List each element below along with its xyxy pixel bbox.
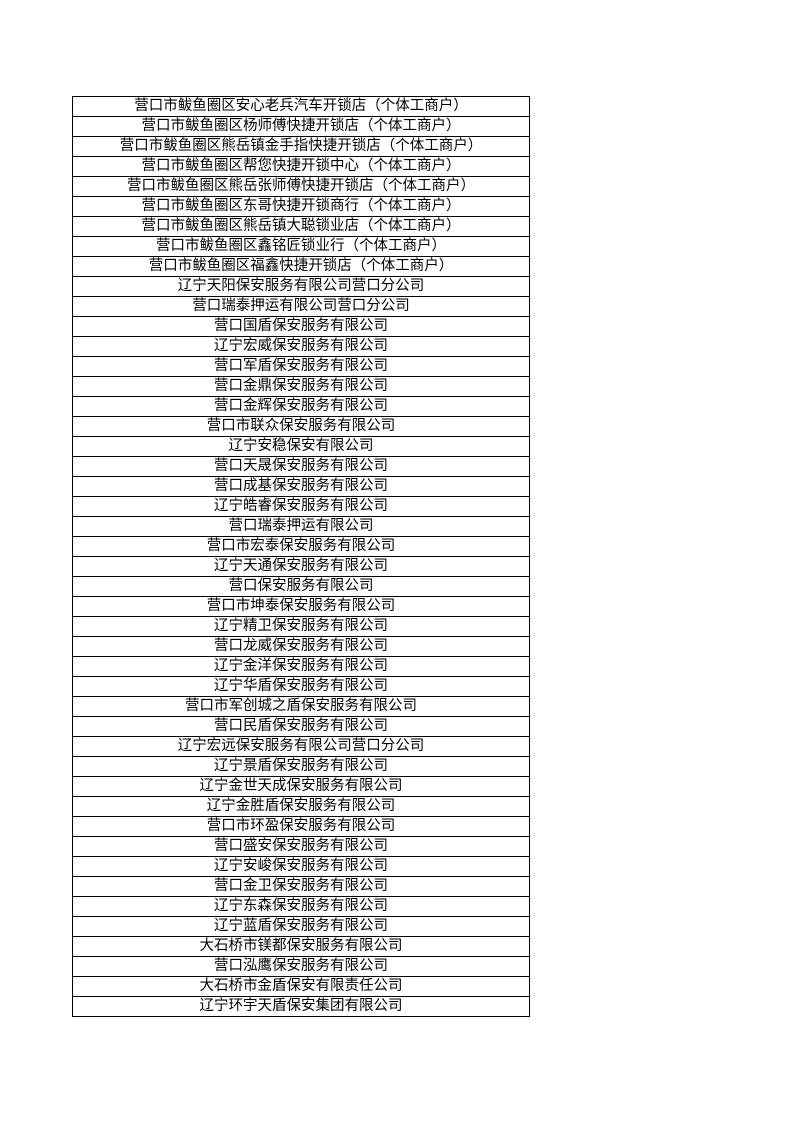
company-name-cell: 辽宁精卫保安服务有限公司	[72, 616, 530, 637]
table-row: 营口市联众保安服务有限公司	[72, 416, 530, 437]
table-row: 营口市鲅鱼圈区熊岳张师傅快捷开锁店（个体工商户）	[72, 176, 530, 197]
company-name-cell: 营口金鼎保安服务有限公司	[72, 376, 530, 397]
table-row: 营口盛安保安服务有限公司	[72, 836, 530, 857]
company-name-cell: 营口市鲅鱼圈区杨师傅快捷开锁店（个体工商户）	[72, 116, 530, 137]
table-row: 营口市坤泰保安服务有限公司	[72, 596, 530, 617]
table-row: 营口天晟保安服务有限公司	[72, 456, 530, 477]
company-name-cell: 营口市鲅鱼圈区帮您快捷开锁中心（个体工商户）	[72, 156, 530, 177]
table-row: 营口军盾保安服务有限公司	[72, 356, 530, 377]
company-name-cell: 辽宁东森保安服务有限公司	[72, 896, 530, 917]
table-row: 营口市鲅鱼圈区东哥快捷开锁商行（个体工商户）	[72, 196, 530, 217]
table-row: 营口市鲅鱼圈区熊岳镇大聪锁业店（个体工商户）	[72, 216, 530, 237]
table-row: 大石桥市金盾保安有限责任公司	[72, 976, 530, 997]
table-row: 营口龙威保安服务有限公司	[72, 636, 530, 657]
company-name-cell: 辽宁宏威保安服务有限公司	[72, 336, 530, 357]
company-name-cell: 营口市鲅鱼圈区东哥快捷开锁商行（个体工商户）	[72, 196, 530, 217]
company-name-cell: 辽宁皓睿保安服务有限公司	[72, 496, 530, 517]
company-name-cell: 营口民盾保安服务有限公司	[72, 716, 530, 737]
table-row: 大石桥市镁都保安服务有限公司	[72, 936, 530, 957]
table-row: 营口金辉保安服务有限公司	[72, 396, 530, 417]
table-row: 营口市鲅鱼圈区熊岳镇金手指快捷开锁店（个体工商户）	[72, 136, 530, 157]
table-row: 营口保安服务有限公司	[72, 576, 530, 597]
table-row: 营口市鲅鱼圈区杨师傅快捷开锁店（个体工商户）	[72, 116, 530, 137]
table-row: 营口民盾保安服务有限公司	[72, 716, 530, 737]
company-name-cell: 营口市鲅鱼圈区熊岳镇大聪锁业店（个体工商户）	[72, 216, 530, 237]
table-row: 辽宁宏威保安服务有限公司	[72, 336, 530, 357]
table-row: 营口金卫保安服务有限公司	[72, 876, 530, 897]
company-name-cell: 营口金辉保安服务有限公司	[72, 396, 530, 417]
company-name-cell: 营口盛安保安服务有限公司	[72, 836, 530, 857]
table-row: 辽宁东森保安服务有限公司	[72, 896, 530, 917]
company-name-cell: 营口天晟保安服务有限公司	[72, 456, 530, 477]
table-row: 辽宁天阳保安服务有限公司营口分公司	[72, 276, 530, 297]
table-row: 营口市鲅鱼圈区帮您快捷开锁中心（个体工商户）	[72, 156, 530, 177]
company-name-cell: 辽宁宏远保安服务有限公司营口分公司	[72, 736, 530, 757]
company-name-cell: 辽宁景盾保安服务有限公司	[72, 756, 530, 777]
company-table: 营口市鲅鱼圈区安心老兵汽车开锁店（个体工商户） 营口市鲅鱼圈区杨师傅快捷开锁店（个…	[72, 96, 530, 1017]
table-row: 辽宁精卫保安服务有限公司	[72, 616, 530, 637]
table-row: 营口市军创城之盾保安服务有限公司	[72, 696, 530, 717]
company-name-cell: 营口龙威保安服务有限公司	[72, 636, 530, 657]
table-row: 辽宁宏远保安服务有限公司营口分公司	[72, 736, 530, 757]
table-row: 辽宁安峻保安服务有限公司	[72, 856, 530, 877]
company-name-cell: 营口金卫保安服务有限公司	[72, 876, 530, 897]
company-name-cell: 辽宁金洋保安服务有限公司	[72, 656, 530, 677]
table-row: 辽宁金洋保安服务有限公司	[72, 656, 530, 677]
company-name-cell: 辽宁安峻保安服务有限公司	[72, 856, 530, 877]
company-name-cell: 辽宁华盾保安服务有限公司	[72, 676, 530, 697]
table-row: 营口市宏泰保安服务有限公司	[72, 536, 530, 557]
company-name-cell: 营口瑞泰押运有限公司营口分公司	[72, 296, 530, 317]
company-name-cell: 辽宁环宇天盾保安集团有限公司	[72, 996, 530, 1017]
table-row: 辽宁金世天成保安服务有限公司	[72, 776, 530, 797]
company-name-cell: 营口保安服务有限公司	[72, 576, 530, 597]
table-row: 辽宁安稳保安有限公司	[72, 436, 530, 457]
table-row: 辽宁皓睿保安服务有限公司	[72, 496, 530, 517]
company-name-cell: 营口市军创城之盾保安服务有限公司	[72, 696, 530, 717]
table-row: 营口瑞泰押运有限公司营口分公司	[72, 296, 530, 317]
table-row: 营口金鼎保安服务有限公司	[72, 376, 530, 397]
table-row: 营口市鲅鱼圈区鑫铭匠锁业行（个体工商户）	[72, 236, 530, 257]
company-name-cell: 营口市鲅鱼圈区福鑫快捷开锁店（个体工商户）	[72, 256, 530, 277]
table-row: 辽宁金胜盾保安服务有限公司	[72, 796, 530, 817]
company-name-cell: 营口军盾保安服务有限公司	[72, 356, 530, 377]
table-row: 营口市鲅鱼圈区安心老兵汽车开锁店（个体工商户）	[72, 96, 530, 117]
company-name-cell: 辽宁天通保安服务有限公司	[72, 556, 530, 577]
table-row: 辽宁景盾保安服务有限公司	[72, 756, 530, 777]
table-row: 辽宁环宇天盾保安集团有限公司	[72, 996, 530, 1017]
company-name-cell: 营口成基保安服务有限公司	[72, 476, 530, 497]
company-name-cell: 营口泓鹰保安服务有限公司	[72, 956, 530, 977]
company-name-cell: 大石桥市镁都保安服务有限公司	[72, 936, 530, 957]
company-name-cell: 营口市宏泰保安服务有限公司	[72, 536, 530, 557]
table-row: 辽宁蓝盾保安服务有限公司	[72, 916, 530, 937]
table-row: 营口国盾保安服务有限公司	[72, 316, 530, 337]
company-name-cell: 营口国盾保安服务有限公司	[72, 316, 530, 337]
company-name-cell: 营口瑞泰押运有限公司	[72, 516, 530, 537]
company-name-cell: 营口市鲅鱼圈区安心老兵汽车开锁店（个体工商户）	[72, 96, 530, 117]
company-name-cell: 营口市环盈保安服务有限公司	[72, 816, 530, 837]
table-row: 营口成基保安服务有限公司	[72, 476, 530, 497]
company-name-cell: 辽宁天阳保安服务有限公司营口分公司	[72, 276, 530, 297]
company-name-cell: 营口市联众保安服务有限公司	[72, 416, 530, 437]
company-name-cell: 营口市鲅鱼圈区熊岳张师傅快捷开锁店（个体工商户）	[72, 176, 530, 197]
company-name-cell: 大石桥市金盾保安有限责任公司	[72, 976, 530, 997]
table-row: 营口瑞泰押运有限公司	[72, 516, 530, 537]
table-row: 辽宁华盾保安服务有限公司	[72, 676, 530, 697]
company-name-cell: 营口市鲅鱼圈区熊岳镇金手指快捷开锁店（个体工商户）	[72, 136, 530, 157]
company-name-cell: 辽宁蓝盾保安服务有限公司	[72, 916, 530, 937]
company-name-cell: 辽宁安稳保安有限公司	[72, 436, 530, 457]
table-row: 营口市环盈保安服务有限公司	[72, 816, 530, 837]
company-name-cell: 辽宁金世天成保安服务有限公司	[72, 776, 530, 797]
company-name-cell: 营口市坤泰保安服务有限公司	[72, 596, 530, 617]
company-name-cell: 营口市鲅鱼圈区鑫铭匠锁业行（个体工商户）	[72, 236, 530, 257]
company-name-cell: 辽宁金胜盾保安服务有限公司	[72, 796, 530, 817]
table-row: 营口市鲅鱼圈区福鑫快捷开锁店（个体工商户）	[72, 256, 530, 277]
table-row: 辽宁天通保安服务有限公司	[72, 556, 530, 577]
table-row: 营口泓鹰保安服务有限公司	[72, 956, 530, 977]
